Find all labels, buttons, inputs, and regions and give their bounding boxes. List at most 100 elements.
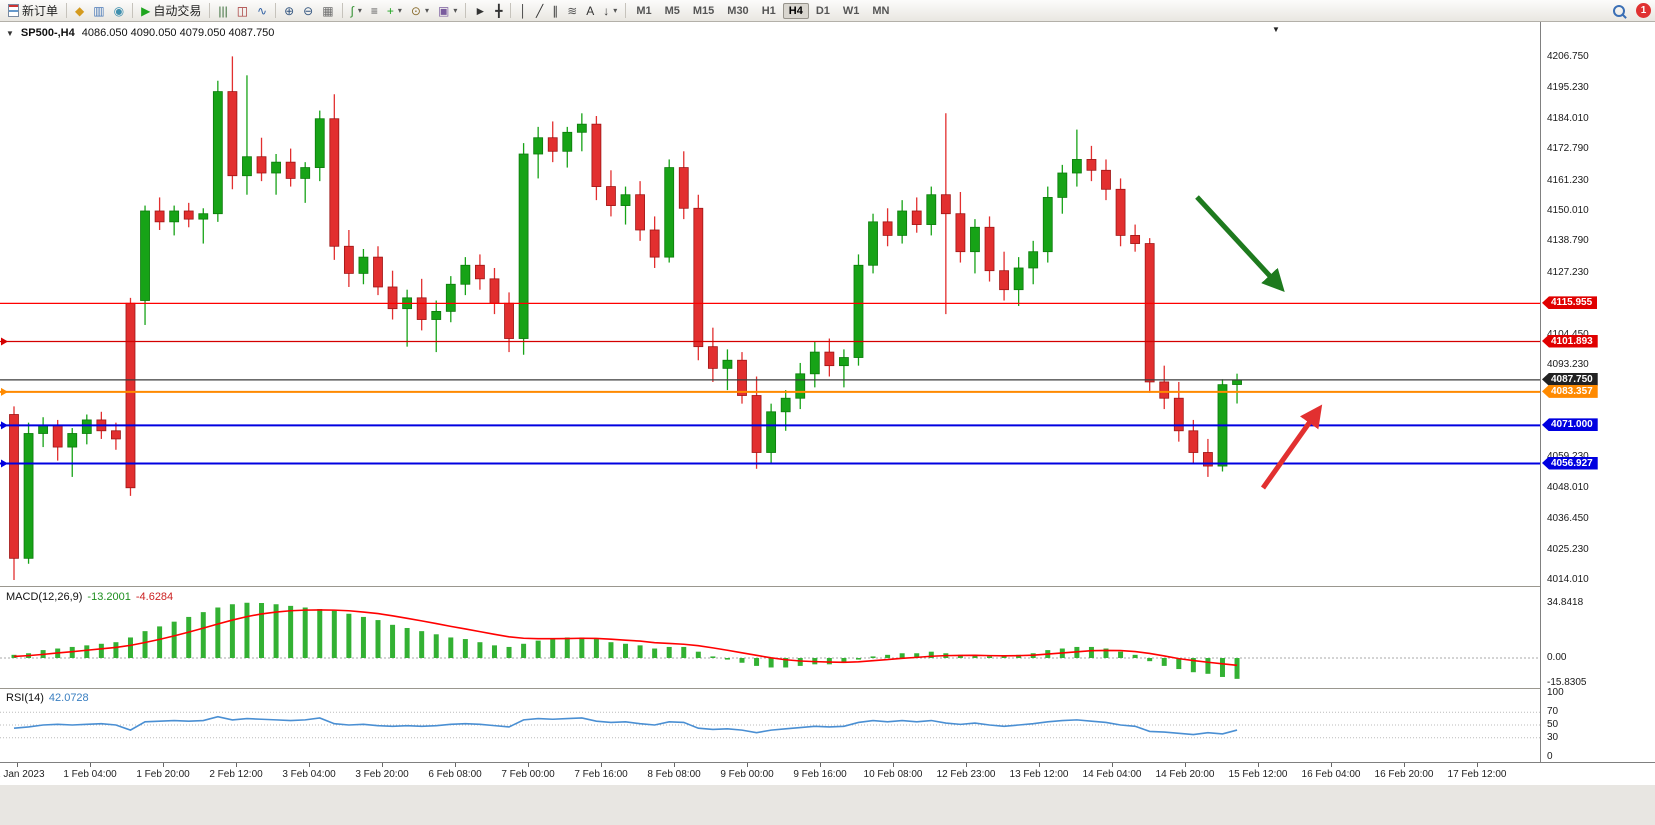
price-axis-label: 4093.230: [1547, 359, 1589, 371]
cursor-icon[interactable]: ►: [470, 2, 490, 20]
date-tick: [820, 763, 821, 767]
rsi-axis-label: 0: [1547, 751, 1553, 762]
fibonacci-tool-icon[interactable]: ≋: [563, 2, 581, 20]
price-axis[interactable]: 4206.750 4195.230 4184.010 4172.790 4161.230…: [1540, 22, 1655, 762]
timeframe-button-m1[interactable]: M1: [636, 4, 652, 17]
crosshair-icon: ╋: [495, 3, 503, 18]
add-indicator-icon: +: [386, 3, 394, 18]
date-tick: [455, 763, 456, 767]
timeframe-button-d1[interactable]: D1: [815, 4, 830, 17]
support-price-badge-4071: 4071.000: [1542, 418, 1598, 432]
date-axis-label: 16 Feb 20:00: [1374, 769, 1434, 780]
candle: [285, 161, 296, 179]
date-axis[interactable]: 31 Jan 2023 1 Feb 04:00 1 Feb 20:00 2 Feb 1…: [0, 762, 1655, 785]
channel-tool-icon[interactable]: ∥: [548, 2, 562, 20]
resistance-line-4101-anchor-icon[interactable]: [1, 337, 8, 346]
candle: [1188, 430, 1199, 453]
date-tick: [528, 763, 529, 767]
date-axis-label: 14 Feb 04:00: [1082, 769, 1142, 780]
autotrading-button[interactable]: ▶ 自动交易: [137, 2, 205, 20]
date-tick: [674, 763, 675, 767]
market-watch-icon[interactable]: ◆: [71, 2, 88, 20]
candle: [212, 91, 223, 215]
navigator-icon[interactable]: ◉: [110, 2, 128, 20]
timeframe-button-m15[interactable]: M15: [692, 4, 715, 17]
price-axis-label: 4195.230: [1547, 82, 1589, 94]
periods-icon: ⊙: [410, 3, 421, 18]
bar-chart-icon[interactable]: |||: [214, 2, 231, 20]
notification-badge[interactable]: 1: [1636, 3, 1651, 18]
price-axis-label: 4184.010: [1547, 112, 1589, 124]
toolbar-separator: [510, 3, 512, 18]
templates-icon[interactable]: ▣ ▾: [434, 2, 461, 20]
add-indicator-icon[interactable]: + ▾: [383, 2, 406, 20]
support-line-4056-anchor-icon[interactable]: [1, 459, 8, 468]
date-axis-label: 3 Feb 20:00: [355, 769, 409, 780]
price-axis-label: 4127.230: [1547, 266, 1589, 278]
market-watch-icon: ◆: [75, 3, 85, 18]
candle: [664, 167, 675, 258]
candle: [1057, 172, 1068, 198]
zoom-out-icon: ⊖: [303, 3, 314, 18]
date-axis-label: 6 Feb 08:00: [428, 769, 482, 780]
zoom-in-icon[interactable]: ⊕: [280, 2, 298, 20]
date-tick: [1477, 763, 1478, 767]
text-tool-icon: A: [586, 3, 595, 18]
chart-menu-icon[interactable]: ▼: [6, 28, 14, 38]
timeframe-button-mn[interactable]: MN: [872, 4, 890, 17]
orange-support-line-anchor-icon[interactable]: [1, 387, 8, 396]
date-axis-label: 10 Feb 08:00: [863, 769, 923, 780]
trendline-tool-icon: ╱: [535, 3, 544, 18]
candle: [737, 359, 747, 396]
timeframe-button-h4[interactable]: H4: [782, 2, 809, 19]
candle: [1115, 188, 1126, 236]
zoom-out-icon[interactable]: ⊖: [299, 2, 317, 20]
rsi-value: 42.0728: [48, 692, 89, 704]
candle: [256, 156, 267, 174]
timeframe-button-m5[interactable]: M5: [664, 4, 680, 17]
periods-icon[interactable]: ⊙ ▾: [407, 2, 433, 20]
price-axis-label: 4014.010: [1547, 574, 1589, 585]
grid-icon[interactable]: ▦: [318, 2, 337, 20]
chart-symbol-timeframe: SP500-,H4: [20, 27, 75, 39]
objects-list-icon[interactable]: ≡: [367, 2, 382, 20]
candle: [766, 411, 777, 453]
trendline-tool-icon[interactable]: ╱: [532, 2, 547, 20]
candle: [38, 424, 49, 434]
timeframe-button-m30[interactable]: M30: [727, 4, 749, 17]
data-window-icon[interactable]: ▥: [89, 2, 108, 20]
search-button[interactable]: [1609, 2, 1629, 20]
dropdown-caret-icon: ▾: [357, 6, 362, 15]
indicators-icon[interactable]: ∫ ▾: [347, 2, 366, 20]
text-tool-icon[interactable]: A: [582, 2, 598, 20]
line-chart-icon: ∿: [257, 3, 268, 18]
timeframe-button-h1[interactable]: H1: [761, 4, 776, 17]
dropdown-caret-icon: ▾: [397, 6, 402, 15]
chart-autoscroll-marker[interactable]: ▼: [1272, 25, 1280, 34]
up-trend-arrow[interactable]: [1260, 404, 1323, 490]
rsi-pane-separator[interactable]: [0, 688, 1655, 689]
crosshair-icon[interactable]: ╋: [491, 2, 506, 20]
candle: [329, 118, 340, 247]
date-axis-label: 16 Feb 04:00: [1301, 769, 1361, 780]
candlestick-chart[interactable]: [0, 22, 1540, 762]
support-line-4071-anchor-icon[interactable]: [1, 421, 8, 430]
new-order-button[interactable]: 新订单: [4, 2, 62, 20]
chart-ohlc: 4086.050 4090.050 4079.050 4087.750: [81, 27, 275, 39]
candle: [562, 131, 573, 152]
macd-pane-separator[interactable]: [0, 586, 1655, 587]
candlestick-chart-icon[interactable]: ◫: [233, 2, 252, 20]
candle: [722, 359, 733, 369]
dropdown-caret-icon: ▾: [424, 6, 429, 15]
candle: [591, 123, 602, 187]
templates-icon: ▣: [438, 3, 450, 18]
toolbar-separator: [625, 3, 627, 18]
timeframe-button-w1[interactable]: W1: [842, 4, 860, 17]
date-tick: [309, 763, 310, 767]
down-trend-arrow[interactable]: [1195, 195, 1285, 293]
line-chart-icon[interactable]: ∿: [253, 2, 271, 20]
arrows-tool-icon[interactable]: ↓ ▾: [599, 2, 621, 20]
toolbar: 新订单 ◆ ▥ ◉ ▶ 自动交易 ||| ◫ ∿ ⊕ ⊖ ▦ ∫ ▾ ≡ + ▾ ⊙ ▾ ▣ ▾ ► ╋ │ ╱ ∥ ≋ A ↓ ▾ M1 M…: [0, 0, 1655, 22]
macd-indicator-label: MACD(12,26,9) -13.2001 -4.6284: [6, 591, 173, 603]
vertical-line-tool-icon[interactable]: │: [515, 2, 531, 20]
